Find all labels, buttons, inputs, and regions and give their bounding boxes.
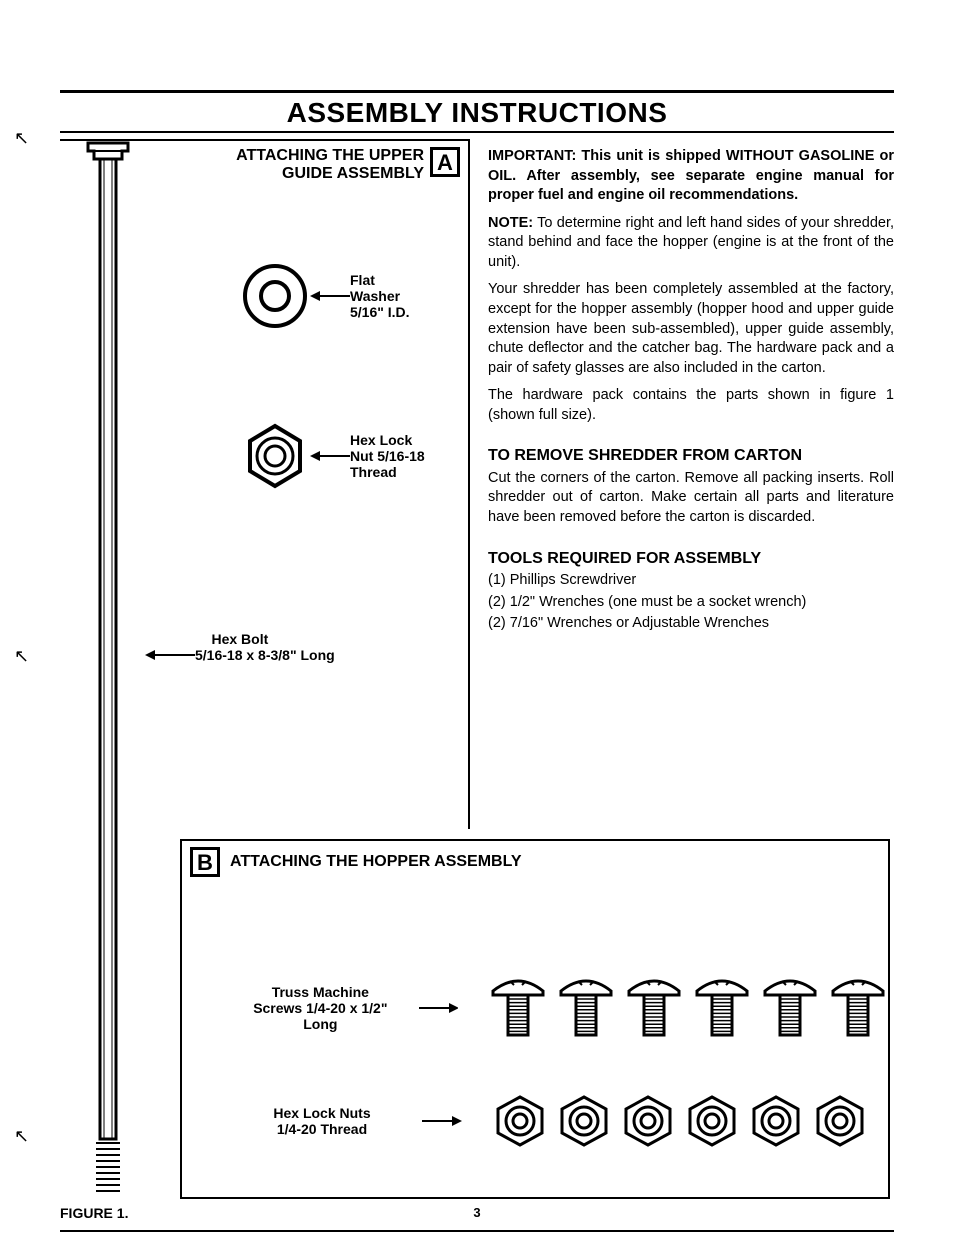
truss-screw-row: Truss Machine Screws 1/4-20 x 1/2" Long [182, 973, 888, 1043]
assembly-para-1: Your shredder has been completely assemb… [488, 280, 894, 378]
remove-heading: TO REMOVE SHREDDER FROM CARTON [488, 445, 894, 467]
hex-nuts-group [492, 1093, 868, 1149]
truss-screw-icon [488, 973, 548, 1043]
section-a-title-l2: GUIDE ASSEMBLY [282, 165, 424, 182]
hex-nut-small-icon [620, 1093, 676, 1149]
tool-item-1: (1) Phillips Screwdriver [488, 571, 894, 591]
section-a: ATTACHING THE UPPER GUIDE ASSEMBLY A [60, 139, 470, 829]
tool-item-2: (2) 1/2" Wrenches (one must be a socket … [488, 593, 894, 613]
truss-screw-icon [760, 973, 820, 1043]
hex-nut-icon [240, 421, 310, 491]
hex-nut-row: Hex Lock Nuts 1/4-20 Thread [182, 1093, 888, 1149]
truss-screws-group [488, 973, 888, 1043]
nut-label: Hex Lock Nut 5/16-18 Thread [350, 432, 425, 480]
flat-washer-icon [240, 261, 310, 331]
section-a-title: ATTACHING THE UPPER GUIDE ASSEMBLY [236, 147, 424, 182]
arrow-right-icon [419, 1001, 458, 1015]
remove-body: Cut the corners of the carton. Remove al… [488, 469, 894, 528]
page-number: 3 [473, 1205, 480, 1220]
important-note: IMPORTANT: This unit is shipped WITHOUT … [488, 147, 894, 206]
scan-mark: ↖ [14, 128, 29, 149]
figure-caption: FIGURE 1. [60, 1205, 128, 1221]
nut-callout: Hex Lock Nut 5/16-18 Thread [240, 421, 425, 491]
section-a-title-l1: ATTACHING THE UPPER [236, 147, 424, 164]
truss-screw-icon [828, 973, 888, 1043]
callout-b: B [190, 847, 220, 877]
washer-callout: Flat Washer 5/16" I.D. [240, 261, 410, 331]
orientation-note: NOTE: To determine right and left hand s… [488, 214, 894, 273]
truss-screw-label: Truss Machine Screws 1/4-20 x 1/2" Long [222, 984, 419, 1032]
arrow-right-icon [422, 1114, 462, 1128]
arrow-left-icon [310, 446, 350, 466]
truss-screw-icon [624, 973, 684, 1043]
scan-mark: ↖ [14, 646, 29, 667]
hex-nut-small-icon [748, 1093, 804, 1149]
left-column: ATTACHING THE UPPER GUIDE ASSEMBLY A [60, 139, 470, 1199]
truss-screw-icon [556, 973, 616, 1043]
tools-heading: TOOLS REQUIRED FOR ASSEMBLY [488, 548, 894, 570]
bottom-rule [60, 1230, 894, 1232]
hex-nut-small-icon [556, 1093, 612, 1149]
callout-a: A [430, 147, 460, 177]
hex-nut-small-icon [492, 1093, 548, 1149]
section-b-header: B ATTACHING THE HOPPER ASSEMBLY [182, 841, 888, 883]
scan-mark: ↖ [14, 1126, 29, 1147]
hex-nut-small-icon [684, 1093, 740, 1149]
truss-screw-icon [692, 973, 752, 1043]
hex-nut-label: Hex Lock Nuts 1/4-20 Thread [222, 1105, 422, 1137]
section-b: B ATTACHING THE HOPPER ASSEMBLY Truss Ma… [180, 839, 890, 1199]
assembly-para-2: The hardware pack contains the parts sho… [488, 386, 894, 425]
bolt-callout: Hex Bolt 5/16-18 x 8-3/8" Long [145, 631, 335, 663]
content-grid: ATTACHING THE UPPER GUIDE ASSEMBLY A [60, 139, 894, 1199]
page-title: ASSEMBLY INSTRUCTIONS [60, 97, 894, 129]
section-b-title: ATTACHING THE HOPPER ASSEMBLY [230, 853, 522, 871]
arrow-left-icon [145, 648, 195, 662]
hex-nut-small-icon [812, 1093, 868, 1149]
arrow-left-icon [310, 286, 350, 306]
top-rule [60, 90, 894, 93]
title-underline [60, 131, 894, 133]
page: ↖ ↖ ↖ ASSEMBLY INSTRUCTIONS [0, 0, 954, 1246]
washer-label: Flat Washer 5/16" I.D. [350, 272, 410, 320]
section-a-header: ATTACHING THE UPPER GUIDE ASSEMBLY A [236, 147, 460, 182]
tool-item-3: (2) 7/16" Wrenches or Adjustable Wrenche… [488, 614, 894, 634]
